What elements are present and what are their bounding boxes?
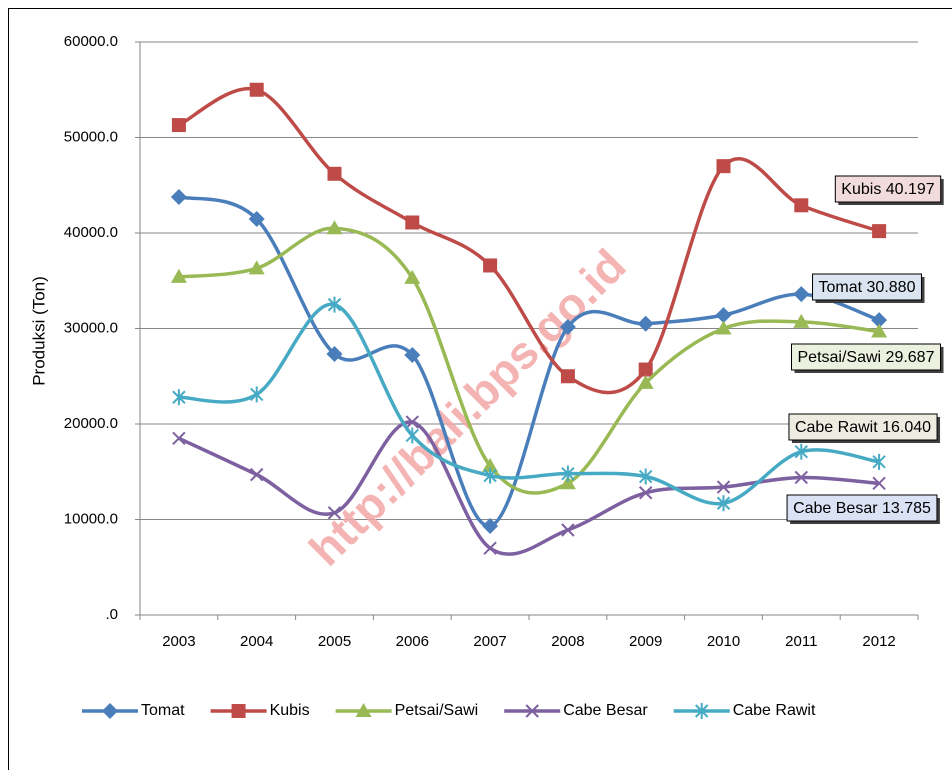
- legend-label: Petsai/Sawi: [395, 702, 479, 719]
- annotation-text: Cabe Rawit 16.040: [795, 419, 931, 436]
- annotation: Cabe Rawit 16.040: [789, 414, 940, 443]
- marker: [405, 215, 419, 229]
- y-tick-label: 20000.0: [64, 415, 118, 432]
- annotation: Cabe Besar 13.785: [787, 495, 940, 524]
- annotation-text: Petsai/Sawi 29.687: [798, 349, 935, 366]
- x-tick-label: 2010: [707, 633, 740, 650]
- marker: [717, 159, 731, 173]
- x-tick-label: 2003: [162, 633, 195, 650]
- legend-label: Kubis: [270, 702, 310, 719]
- marker: [484, 542, 496, 554]
- annotation: Petsai/Sawi 29.687: [792, 344, 944, 373]
- marker: [872, 224, 886, 238]
- marker: [793, 286, 809, 302]
- marker: [794, 198, 808, 212]
- marker: [232, 704, 246, 718]
- legend-label: Tomat: [141, 702, 185, 719]
- marker: [250, 83, 264, 97]
- marker: [251, 386, 263, 402]
- marker: [638, 316, 654, 332]
- annotation: Kubis 40.197: [835, 176, 943, 205]
- y-tick-label: .0: [105, 606, 118, 623]
- x-tick-label: 2004: [240, 633, 273, 650]
- x-tick-label: 2008: [551, 633, 584, 650]
- watermark: http://bali.bps.go.id: [299, 239, 636, 576]
- legend-label: Cabe Besar: [563, 702, 648, 719]
- marker: [483, 258, 497, 272]
- annotation: Tomat 30.880: [813, 274, 925, 303]
- x-tick-label: 2009: [629, 633, 662, 650]
- x-tick-label: 2006: [396, 633, 429, 650]
- marker: [251, 469, 263, 481]
- legend-label: Cabe Rawit: [733, 702, 816, 719]
- x-tick-label: 2011: [785, 633, 817, 650]
- marker: [639, 363, 653, 377]
- annotation-text: Tomat 30.880: [819, 279, 916, 296]
- y-tick-label: 40000.0: [64, 224, 118, 241]
- annotation-text: Cabe Besar 13.785: [793, 500, 931, 517]
- x-tick-label: 2012: [862, 633, 895, 650]
- marker: [172, 118, 186, 132]
- annotation-text: Kubis 40.197: [841, 181, 935, 198]
- y-axis-label: Produksi (Ton): [29, 276, 48, 386]
- marker: [173, 432, 185, 444]
- marker: [328, 167, 342, 181]
- y-tick-label: 30000.0: [64, 319, 118, 336]
- x-tick-label: 2007: [473, 633, 506, 650]
- marker: [102, 703, 118, 719]
- y-tick-label: 60000.0: [64, 33, 118, 50]
- y-tick-label: 50000.0: [64, 128, 118, 145]
- y-tick-label: 10000.0: [64, 510, 118, 527]
- marker: [561, 369, 575, 383]
- marker: [171, 189, 187, 205]
- x-tick-label: 2005: [318, 633, 351, 650]
